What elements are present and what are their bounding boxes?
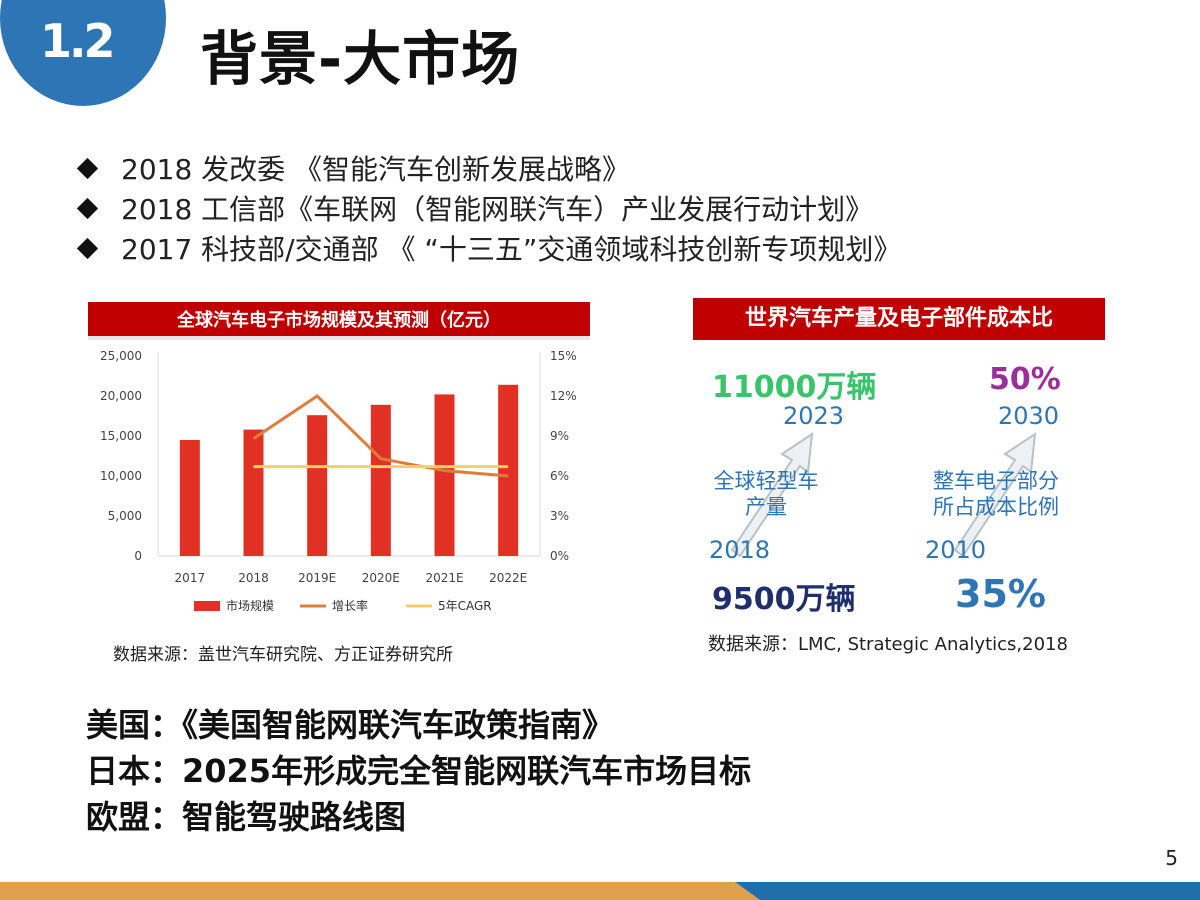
policy-japan: 日本：2025年形成完全智能网联汽车市场目标 bbox=[86, 752, 752, 790]
bar-market-size bbox=[179, 440, 200, 556]
bullet-list: 2018 发改委 《智能汽车创新发展战略》 2018 工信部《车联网（智能网联汽… bbox=[74, 148, 901, 268]
y-right-tick-label: 12% bbox=[550, 389, 577, 403]
line-growth-rate bbox=[252, 394, 509, 478]
diamond-bullet-icon bbox=[76, 237, 99, 259]
vehicle-label: 全球轻型车 产量 bbox=[713, 469, 819, 519]
vehicle-base-year: 2018 bbox=[709, 536, 771, 564]
x-tick-label: 2019E bbox=[298, 571, 336, 585]
y-left-tick-label: 0 bbox=[134, 549, 142, 563]
vehicle-target-value: 11000万辆 bbox=[712, 370, 877, 405]
chart-banner: 全球汽车电子市场规模及其预测（亿元） bbox=[88, 302, 590, 340]
y-right-tick-label: 9% bbox=[550, 429, 569, 443]
legend-label: 增长率 bbox=[332, 598, 368, 613]
bullet-text: 2018 发改委 《智能汽车创新发展战略》 bbox=[121, 153, 631, 186]
diamond-bullet-icon bbox=[76, 197, 99, 219]
vehicle-target-year: 2023 bbox=[783, 402, 845, 430]
vehicle-base-value: 9500万辆 bbox=[712, 582, 856, 617]
x-tick-label: 2021E bbox=[425, 571, 463, 585]
bar-market-size bbox=[370, 404, 391, 556]
bullet-item: 2018 发改委 《智能汽车创新发展战略》 bbox=[74, 148, 901, 188]
info-banner: 世界汽车产量及电子部件成本比 bbox=[693, 298, 1105, 340]
y-right-tick-label: 0% bbox=[550, 549, 569, 563]
bar-market-size bbox=[498, 384, 519, 556]
cost-target-year: 2030 bbox=[998, 402, 1060, 430]
info-source: 数据来源：LMC, Strategic Analytics,2018 bbox=[708, 634, 1068, 655]
cost-base-value: 35% bbox=[955, 572, 1046, 616]
y-right-tick-label: 15% bbox=[550, 349, 577, 363]
growth-arrow-icon bbox=[730, 431, 814, 558]
y-left-tick-label: 15,000 bbox=[100, 429, 142, 443]
y-right-tick-label: 3% bbox=[550, 509, 569, 523]
page-number: 5 bbox=[1165, 846, 1178, 870]
y-left-tick-label: 25,000 bbox=[100, 349, 142, 363]
bullet-item: 2018 工信部《车联网（智能网联汽车）产业发展行动计划》 bbox=[74, 188, 901, 228]
chart-source: 数据来源：盖世汽车研究院、方正证券研究所 bbox=[113, 645, 453, 665]
market-size-chart: 0 5,000 10,000 15,000 20,000 25,000 0% 3% 6% 9% 12… bbox=[100, 349, 577, 613]
legend-swatch-bar bbox=[194, 601, 220, 611]
bullet-item: 2017 科技部/交通部 《 “十三五”交通领域科技创新专项规划》 bbox=[74, 228, 901, 268]
y-left-tick-label: 20,000 bbox=[100, 389, 142, 403]
cost-target-value: 50% bbox=[989, 362, 1061, 397]
bullet-text: 2017 科技部/交通部 《 “十三五”交通领域科技创新专项规划》 bbox=[121, 233, 902, 266]
footer-stripe-blue bbox=[735, 882, 1200, 900]
y-left-tick-label: 10,000 bbox=[100, 469, 142, 483]
legend-label: 5年CAGR bbox=[438, 599, 492, 613]
policy-usa: 美国：《美国智能网联汽车政策指南》 bbox=[86, 706, 615, 744]
section-number: 1.2 bbox=[40, 14, 116, 68]
bar-market-size bbox=[243, 429, 264, 556]
y-left-tick-label: 5,000 bbox=[108, 509, 142, 523]
bullet-text: 2018 工信部《车联网（智能网联汽车）产业发展行动计划》 bbox=[121, 193, 874, 226]
bar-market-size bbox=[307, 415, 328, 556]
growth-arrow-icon bbox=[953, 431, 1037, 558]
legend-label: 市场规模 bbox=[226, 598, 274, 613]
diamond-bullet-icon bbox=[76, 157, 99, 179]
policy-list: 美国：《美国智能网联汽车政策指南》 日本：2025年形成完全智能网联汽车市场目标… bbox=[86, 702, 751, 840]
bar-market-size bbox=[434, 394, 455, 556]
cost-base-year: 2010 bbox=[925, 536, 987, 564]
footer-stripe-orange bbox=[0, 882, 760, 900]
y-right-tick-label: 6% bbox=[550, 469, 569, 483]
cost-label: 整车电子部分 所占成本比例 bbox=[933, 469, 1059, 519]
slide-title: 背景-大市场 bbox=[200, 25, 521, 93]
x-tick-label: 2017 bbox=[175, 571, 206, 585]
x-tick-label: 2018 bbox=[238, 571, 269, 585]
x-tick-label: 2020E bbox=[362, 571, 400, 585]
policy-eu: 欧盟：智能驾驶路线图 bbox=[86, 798, 407, 836]
x-tick-label: 2022E bbox=[489, 571, 527, 585]
